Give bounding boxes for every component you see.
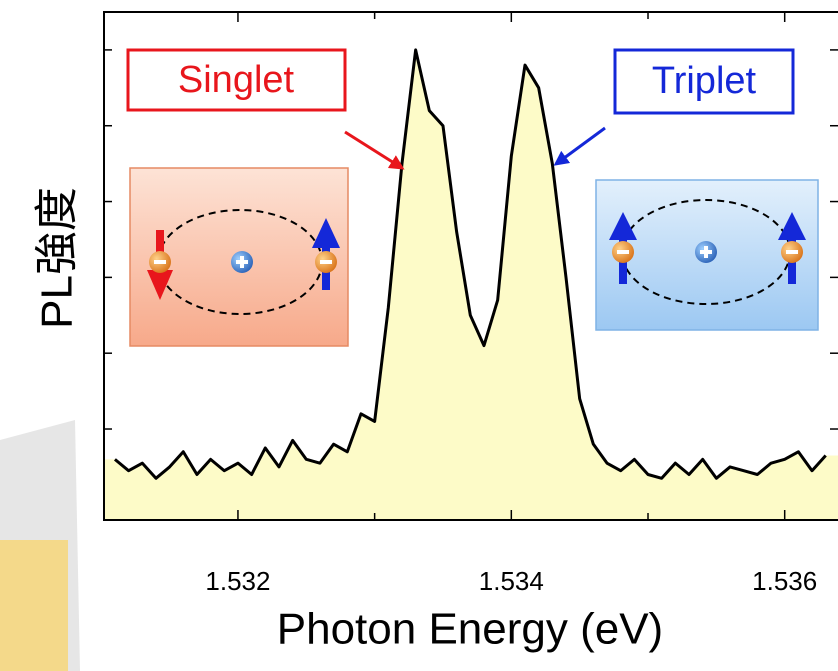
x-axis-label: Photon Energy (eV)	[277, 605, 663, 654]
plot-area	[104, 48, 838, 520]
x-tick-label: 1.532	[205, 566, 270, 596]
x-tick-label: 1.534	[479, 566, 544, 596]
singlet-callout: Singlet	[126, 48, 405, 170]
triplet-callout: Triplet	[553, 48, 795, 166]
annotation: Singlet	[178, 59, 295, 101]
y-axis-label: PL強度	[33, 187, 82, 329]
x-tick-label: 1.536	[752, 566, 817, 596]
ticks	[104, 12, 838, 520]
area	[104, 49, 838, 520]
plot-frame	[103, 11, 838, 521]
triplet-inset	[595, 179, 819, 331]
singlet-inset	[129, 167, 349, 347]
annotation: Triplet	[652, 60, 757, 102]
spectrum-line	[113, 48, 827, 480]
background-photo	[0, 420, 80, 671]
